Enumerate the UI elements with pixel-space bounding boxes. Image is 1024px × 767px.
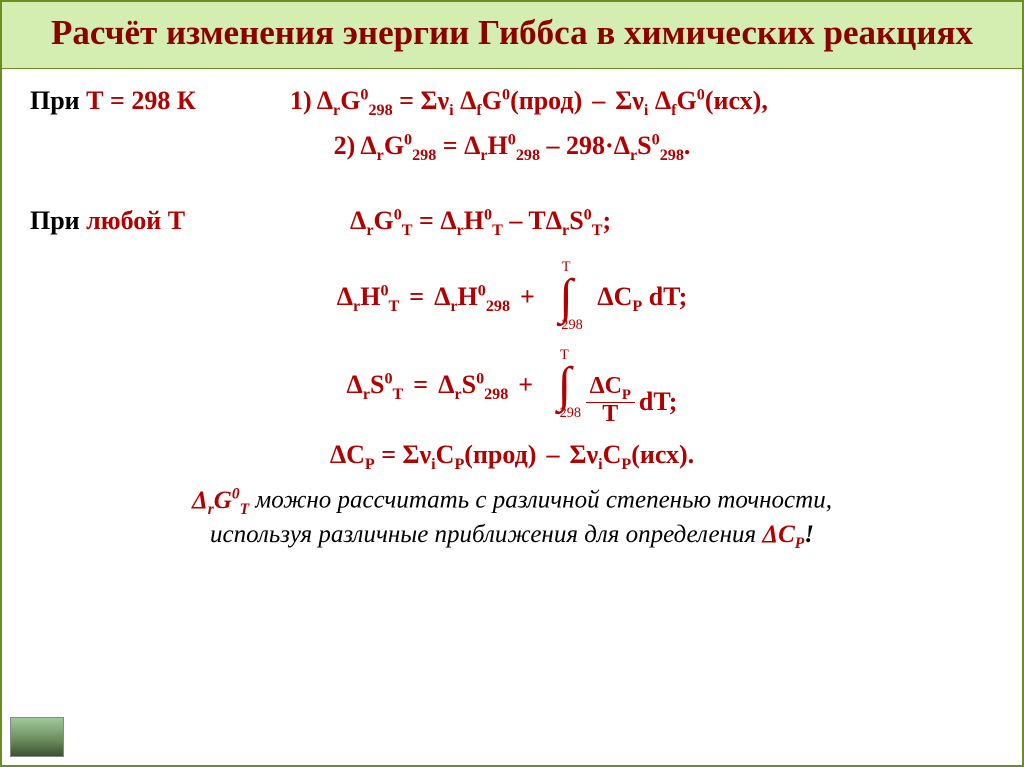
label-pre2: При xyxy=(30,206,86,235)
equation-2-row: 2) ΔrG0298 = ΔrH0298 – 298·ΔrS0298. xyxy=(30,128,994,167)
page-title: Расчёт изменения энергии Гиббса в химиче… xyxy=(22,12,1002,54)
integral-H-equation: ΔrH0T=ΔrH0298+ T ∫ 298 ΔCP dT; xyxy=(30,260,994,338)
section-298: При Т = 298 К 1) ΔrG0298 = Σνi ΔfG0(прод… xyxy=(30,83,994,122)
equation-2: 2) ΔrG0298 = ΔrH0298 – 298·ΔrS0298. xyxy=(334,131,691,160)
integral-symbol-H: T ∫ 298 xyxy=(551,260,580,338)
int-lower2: 298 xyxy=(560,406,581,420)
condition-anyT-label: При любой Т xyxy=(30,203,290,238)
condition-298-label: При Т = 298 К xyxy=(30,83,290,118)
title-bar: Расчёт изменения энергии Гиббса в химиче… xyxy=(2,2,1022,69)
section-anyT: При любой Т ΔrG0T = ΔrH0T – TΔrS0T; xyxy=(30,203,994,242)
label-T: Т = 298 К xyxy=(86,86,196,115)
int-lower: 298 xyxy=(561,318,582,332)
footer-excl: ! xyxy=(804,521,814,548)
integral-icon: ∫ xyxy=(559,272,573,321)
equation-1: 1) ΔrG0298 = Σνi ΔfG0(прод)–Σνi ΔfG0(исх… xyxy=(290,83,994,122)
footer-line2pre: используя различные приближения для опре… xyxy=(210,521,762,548)
slide-thumbnail-icon xyxy=(10,717,64,757)
cp-equation: ΔCP = ΣνiCP(прод)–ΣνiCP(исх). xyxy=(30,437,994,476)
fraction-Cp-over-T: ΔCP T xyxy=(586,375,635,428)
integral-S-equation: ΔrS0T=ΔrS0298+ T ∫ 298 ΔCP T dT; xyxy=(30,348,994,428)
footer-note: ΔrG0T можно рассчитать с различной степе… xyxy=(30,484,994,553)
content-area: При Т = 298 К 1) ΔrG0298 = Σνi ΔfG0(прод… xyxy=(2,69,1022,563)
frac-den: T xyxy=(598,403,622,427)
integral-icon: ∫ xyxy=(558,360,572,409)
label-pre: При xyxy=(30,86,86,115)
footer-line1: можно рассчитать с различной степенью то… xyxy=(249,487,832,514)
label-anyT: любой Т xyxy=(86,206,185,235)
integral-symbol-S: T ∫ 298 xyxy=(550,348,579,426)
dT-text: dT; xyxy=(639,384,678,419)
equation-3: ΔrG0T = ΔrH0T – TΔrS0T; xyxy=(290,203,994,242)
